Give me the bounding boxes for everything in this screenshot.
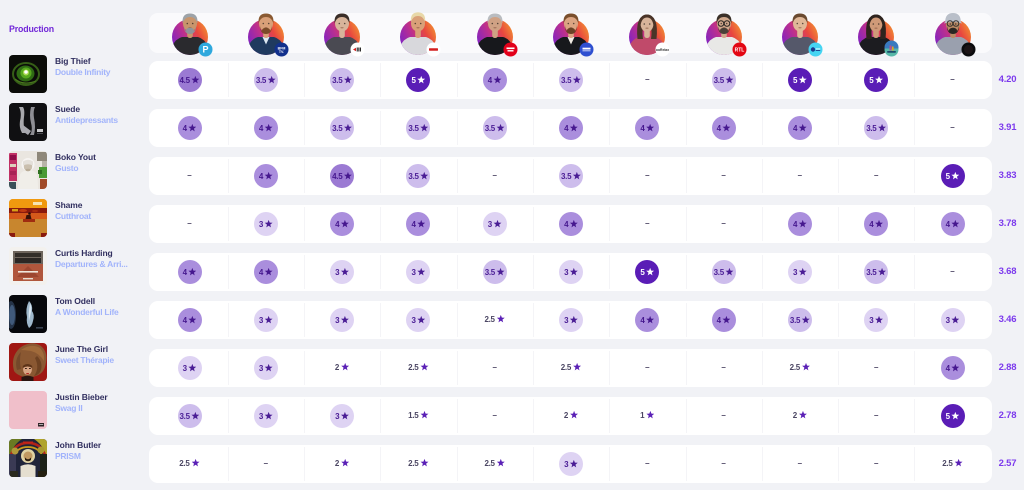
svg-text:P: P bbox=[202, 45, 208, 55]
svg-text:ooRelax: ooRelax bbox=[656, 48, 669, 52]
svg-text:RTL: RTL bbox=[734, 48, 744, 54]
svg-text:TV.: TV. bbox=[279, 50, 284, 54]
svg-text:BFM: BFM bbox=[277, 46, 285, 50]
